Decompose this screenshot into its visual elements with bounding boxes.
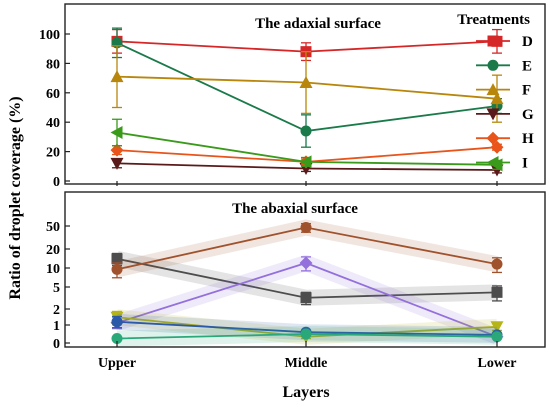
x-category-label: Lower: [478, 356, 517, 371]
data-point: [300, 292, 312, 304]
legend-swatch-marker: [486, 131, 500, 145]
y-tick-label: 40: [46, 116, 60, 131]
legend-label: E: [522, 58, 532, 74]
panel-bottom-frame: [64, 191, 546, 348]
y-tick-label: 100: [39, 28, 60, 43]
data-point: [111, 333, 123, 344]
data-point: [491, 258, 503, 270]
legend-swatch-marker: [487, 59, 499, 71]
y-tick-label: 80: [46, 57, 60, 72]
y-tick-label: 0: [53, 175, 60, 190]
panel-bottom: 0 12 5 10 20 50 The abaxial surface: [46, 191, 546, 352]
data-point: [110, 70, 124, 83]
data-point: [299, 256, 313, 270]
data-point: [299, 76, 313, 89]
series-a0522d: [111, 219, 503, 279]
data-point: [300, 125, 312, 137]
panel-bottom-series: [110, 219, 504, 347]
panel-top-ticks: 0 20 40 60 80 100: [39, 28, 70, 190]
x-category-labels: Upper Middle Lower: [98, 181, 517, 371]
data-point: [300, 222, 312, 234]
legend-swatch-marker: [486, 156, 499, 169]
panel-bottom-ticks: 0 12 5 10 20 50: [46, 220, 70, 352]
y-tick-label: 2: [53, 303, 60, 318]
legend-label: D: [522, 34, 533, 50]
x-category-label: Middle: [285, 356, 328, 371]
data-point: [491, 286, 503, 298]
panel-top-title: The adaxial surface: [255, 16, 381, 32]
y-tick-label: 20: [46, 146, 60, 161]
legend-label: G: [522, 107, 534, 123]
y-tick-label: 50: [46, 220, 60, 235]
x-axis-title: Layers: [282, 384, 329, 401]
legend-entry-F: F: [476, 83, 531, 99]
legend-entry-H: H: [476, 131, 534, 147]
legend-entry-G: G: [476, 107, 534, 123]
legend-entry-I: I: [476, 156, 528, 172]
y-axis-title: Ratio of droplet coverage (%): [7, 96, 24, 299]
legend-title: Treatments: [457, 12, 530, 28]
data-point: [111, 316, 123, 328]
data-point: [300, 328, 312, 340]
y-tick-label: 20: [46, 243, 60, 258]
legend-label: F: [522, 83, 531, 99]
data-point: [299, 155, 312, 169]
legend-entry-E: E: [476, 58, 532, 74]
panel-bottom-title: The abaxial surface: [232, 201, 358, 217]
y-tick-label: 5: [53, 281, 60, 296]
panel-top-series: [110, 27, 504, 177]
data-point: [111, 253, 123, 265]
data-point: [111, 263, 123, 275]
panel-top: 0 20 40 60 80 100 The adaxial surface Treatme…: [39, 3, 546, 190]
legend-swatch-marker: [487, 35, 499, 47]
data-point: [110, 143, 124, 157]
legend-swatch-marker: [486, 83, 500, 96]
legend-label: H: [522, 131, 534, 147]
data-point: [490, 92, 504, 105]
data-point: [490, 321, 504, 334]
series-2aa87a: [111, 326, 503, 347]
panel-top-frame: [64, 3, 546, 185]
legend-label: I: [522, 156, 528, 172]
data-point: [110, 157, 124, 170]
data-point: [110, 125, 123, 139]
y-tick-label: 1: [53, 319, 60, 334]
series-F: [110, 45, 504, 123]
legend-entry-D: D: [476, 34, 533, 50]
y-tick-label: 60: [46, 87, 60, 102]
y-tick-label: 0: [53, 337, 60, 352]
y-tick-label: 10: [46, 262, 60, 277]
data-point: [491, 331, 503, 343]
legend-swatch-marker: [486, 108, 500, 121]
x-category-label: Upper: [98, 356, 136, 371]
